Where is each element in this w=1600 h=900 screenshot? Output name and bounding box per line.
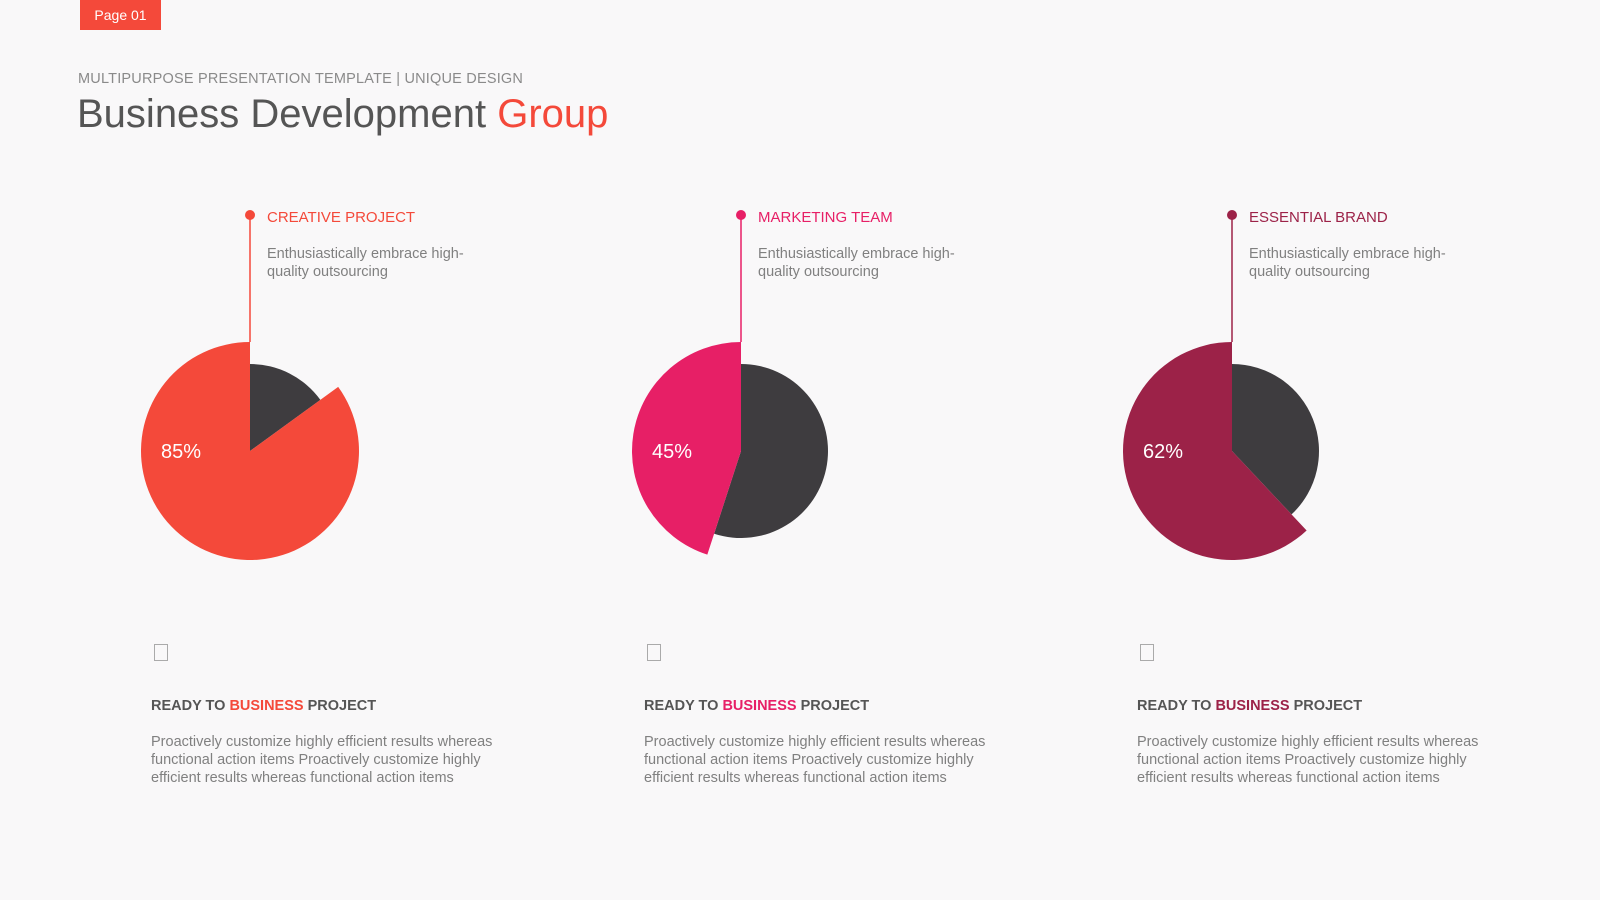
value-label: 45% — [652, 441, 692, 463]
pin-dot — [1227, 210, 1237, 220]
chart-subtitle: Enthusiastically embrace high-quality ou… — [758, 246, 955, 280]
heading-part: READY TO — [1137, 698, 1212, 714]
card-icon — [154, 644, 168, 661]
card-heading: READY TO BUSINESS PROJECT — [644, 698, 869, 714]
card-heading: READY TO BUSINESS PROJECT — [151, 698, 376, 714]
chart-subtitle: Enthusiastically embrace high-quality ou… — [1249, 246, 1446, 280]
chart-title: CREATIVE PROJECT — [267, 209, 416, 226]
card-text: Proactively customize highly efficient r… — [151, 734, 493, 786]
pie-slice — [1122, 342, 1307, 560]
title-highlight: Group — [497, 92, 609, 136]
pie-slice — [250, 364, 321, 451]
heading-part: READY TO — [644, 698, 719, 714]
value-label: 85% — [161, 441, 201, 463]
subtitle: MULTIPURPOSE PRESENTATION TEMPLATE | UNI… — [78, 71, 524, 87]
chart-subtitle: Enthusiastically embrace high-quality ou… — [267, 246, 464, 280]
value-label: 62% — [1143, 441, 1183, 463]
card-text: Proactively customize highly efficient r… — [644, 734, 986, 786]
card-heading: READY TO BUSINESS PROJECT — [1137, 698, 1362, 714]
pie-slice — [631, 342, 741, 555]
chart-title: ESSENTIAL BRAND — [1249, 209, 1388, 226]
card-icon — [1140, 644, 1154, 661]
pin-dot — [736, 210, 746, 220]
heading-part: BUSINESS — [229, 698, 304, 714]
card-icon — [647, 644, 661, 661]
pin-dot — [245, 210, 255, 220]
pie-slice — [1232, 364, 1319, 515]
heading-part: BUSINESS — [722, 698, 797, 714]
card-text: Proactively customize highly efficient r… — [1137, 734, 1479, 786]
chart-title: MARKETING TEAM — [758, 209, 893, 226]
heading-part: READY TO — [151, 698, 226, 714]
heading-part: PROJECT — [307, 698, 377, 714]
pie-slice — [714, 364, 828, 538]
heading-part: BUSINESS — [1215, 698, 1290, 714]
title: Business Development Group — [77, 92, 608, 137]
title-text: Business Development — [77, 92, 487, 136]
pie-slice — [140, 342, 359, 560]
heading-part: PROJECT — [800, 698, 870, 714]
heading-part: PROJECT — [1293, 698, 1363, 714]
page-label: Page 01 — [80, 0, 161, 30]
